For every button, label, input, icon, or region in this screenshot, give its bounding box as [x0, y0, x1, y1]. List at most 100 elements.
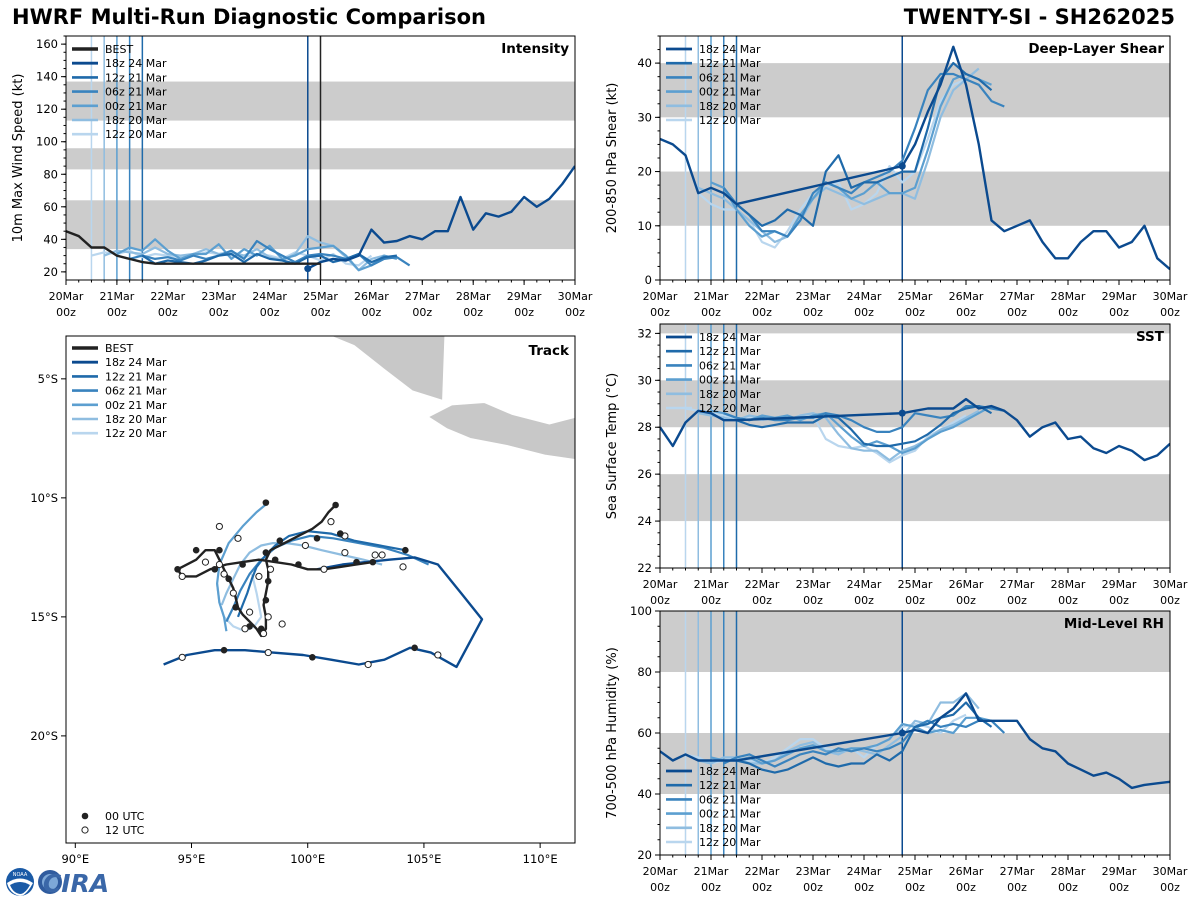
y-tick-label: 100 [630, 604, 652, 618]
x-tick-label: 00z [956, 881, 976, 894]
legend-label: 12z 20 Mar [699, 114, 761, 127]
series-line [710, 72, 992, 238]
x-tick-label: 00z [565, 306, 585, 319]
y-tick-label: 20 [43, 265, 58, 279]
marker-12utc [399, 563, 407, 571]
x-tick-label: 00z [1160, 881, 1180, 894]
plot-area [660, 324, 1170, 568]
y-tick-label: 160 [36, 37, 58, 51]
x-tick-label: 22Mar [745, 578, 780, 591]
y-tick-label: 60 [637, 726, 652, 740]
x-tick-label: 27Mar [405, 290, 440, 303]
y-tick-label: 20 [637, 165, 652, 179]
x-tick-label: 29Mar [1102, 865, 1137, 878]
marker-12utc [301, 541, 309, 550]
x-tick-label: 24Mar [847, 290, 882, 303]
legend-label: 12z 20 Mar [105, 128, 167, 141]
marker-00utc [262, 596, 270, 604]
x-tick-label: 00z [107, 306, 127, 319]
marker-00utc [402, 546, 409, 554]
x-tick-label: 00z [803, 594, 823, 607]
y-axis-label: 10m Max Wind Speed (kt) [11, 74, 26, 243]
x-tick-label: 28Mar [1051, 578, 1086, 591]
y-tick-label: 26 [637, 467, 652, 481]
x-tick-label: 95°E [178, 852, 206, 866]
chart-rh: 20 40 60 80 100 20Mar 00z 21Mar 00z 22Mar 00z 23Mar… [605, 604, 1188, 894]
marker-00utc [353, 558, 360, 566]
marker-12utc [220, 570, 228, 578]
x-tick-label: 00z [463, 306, 483, 319]
x-tick-label: 21Mar [694, 290, 729, 303]
legend-label: 12z 21 Mar [699, 345, 761, 358]
marker-legend-label: 00 UTC [105, 810, 145, 823]
marker-00utc [369, 558, 377, 566]
x-tick-label: 00z [905, 306, 925, 319]
marker-12utc [201, 558, 210, 566]
series-line [710, 716, 992, 765]
x-tick-label: 25Mar [303, 290, 338, 303]
threshold-band [660, 611, 1170, 672]
x-tick-label: 100°E [290, 852, 325, 866]
legend-label: 12z 21 Mar [105, 370, 167, 383]
legend-label: 12z 20 Mar [105, 427, 167, 440]
x-tick-label: 25Mar [898, 290, 933, 303]
y-tick-label: 140 [36, 70, 58, 84]
marker-00utc [216, 546, 223, 554]
y-axis-label: Sea Surface Temp (°C) [605, 373, 620, 520]
legend-label: 00z 21 Mar [699, 808, 761, 821]
marker-00utc [309, 654, 316, 661]
x-tick-label: 24Mar [847, 865, 882, 878]
marker-00utc [262, 499, 270, 506]
marker-12utc [266, 565, 275, 573]
y-tick-label: 32 [637, 326, 652, 340]
x-tick-label: 29Mar [1102, 290, 1137, 303]
x-tick-label: 30Mar [558, 290, 593, 303]
series-line [307, 165, 575, 270]
marker-00utc [262, 549, 270, 556]
x-tick-label: 26Mar [949, 578, 984, 591]
x-tick-label: 23Mar [796, 578, 831, 591]
plot-area [660, 36, 1170, 280]
x-tick-label: 27Mar [1000, 865, 1035, 878]
cira-logo-text: CIRA [43, 869, 109, 898]
chart-intensity: 20 40 60 80 100 120 140 160 20Mar 00z 21Mar 00z 22Ma… [11, 35, 593, 319]
legend-label: 12z 20 Mar [699, 402, 761, 415]
x-tick-label: 110°E [523, 852, 558, 866]
marker-12utc [434, 651, 442, 659]
x-tick-label: 26Mar [354, 290, 389, 303]
x-tick-label: 27Mar [1000, 290, 1035, 303]
land-mass [427, 402, 575, 460]
x-tick-label: 00z [1007, 594, 1027, 607]
x-tick-label: 20Mar [643, 578, 678, 591]
x-tick-label: 26Mar [949, 865, 984, 878]
x-tick-label: 00z [412, 306, 432, 319]
plot-area [660, 611, 1170, 855]
marker-00utc [336, 530, 344, 537]
marker-00utc [232, 604, 239, 611]
x-tick-label: 00z [650, 306, 670, 319]
init-marker [898, 729, 906, 737]
marker-legend-00 [81, 812, 89, 820]
cira-logo: CIRA [38, 869, 109, 898]
y-tick-label: 30 [637, 373, 652, 387]
legend-label: 18z 24 Mar [699, 331, 761, 344]
marker-12utc [234, 534, 242, 542]
marker-12utc [246, 608, 254, 616]
chart-title: Mid-Level RH [1064, 616, 1164, 632]
y-tick-label: 60 [43, 200, 58, 214]
series-line [116, 238, 398, 272]
marker-12utc [378, 551, 386, 559]
legend-label: 18z 24 Mar [105, 57, 167, 70]
legend-label: BEST [105, 43, 133, 56]
legend-label: 12z 21 Mar [699, 779, 761, 792]
y-tick-label: 28 [637, 420, 652, 434]
x-tick-label: 29Mar [507, 290, 542, 303]
x-tick-label: 28Mar [1051, 290, 1086, 303]
series-line [736, 405, 993, 448]
marker-12utc [371, 551, 379, 559]
legend-label: 18z 24 Mar [105, 356, 167, 369]
y-tick-label: 30 [637, 110, 652, 124]
